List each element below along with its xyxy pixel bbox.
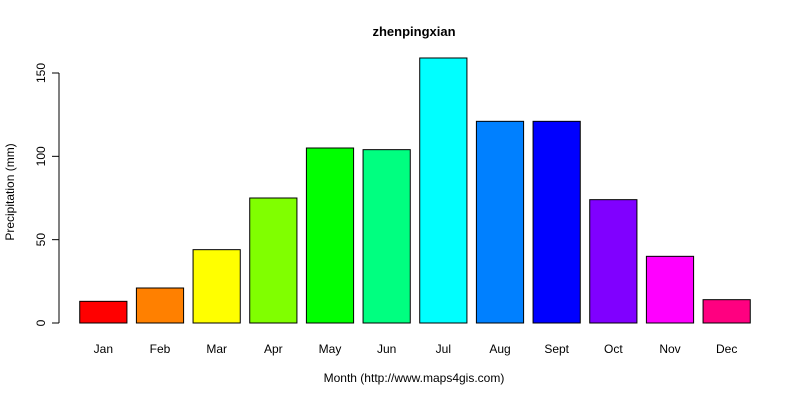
bar-aug xyxy=(475,120,525,324)
y-tick-label: 100 xyxy=(34,146,48,166)
x-tick-label: Jun xyxy=(377,342,396,356)
bars xyxy=(79,57,751,324)
bar-nov xyxy=(645,255,695,324)
x-tick-label: Oct xyxy=(604,342,623,356)
y-tick-label: 50 xyxy=(34,233,48,247)
x-tick-label: Jul xyxy=(436,342,451,356)
bar-jul xyxy=(419,57,468,324)
x-tick-label: Apr xyxy=(264,342,283,356)
x-tick-label: Feb xyxy=(150,342,171,356)
x-tick-labels: Jan Feb Mar Apr May Jun Jul Aug Sept Oct Nov Dec xyxy=(94,342,738,356)
bar-jan xyxy=(79,300,128,324)
x-tick-label: Nov xyxy=(659,342,680,356)
bar-may xyxy=(305,147,355,324)
x-tick-label: Mar xyxy=(206,342,227,356)
x-tick-label: Aug xyxy=(489,342,510,356)
chart-title: zhenpingxian xyxy=(372,24,455,39)
bar-oct xyxy=(589,199,638,324)
bar-mar xyxy=(192,249,241,324)
x-axis-label: Month (http://www.maps4gis.com) xyxy=(324,371,505,385)
x-tick-label: Sept xyxy=(544,342,569,356)
x-tick-label: Dec xyxy=(716,342,737,356)
bar-jun xyxy=(362,149,411,324)
y-axis: 0 50 100 150 xyxy=(34,63,60,326)
x-tick-label: Jan xyxy=(94,342,113,356)
y-tick-label: 0 xyxy=(34,319,48,326)
bar-dec xyxy=(702,299,751,324)
bar-apr xyxy=(249,197,298,324)
bar-sept xyxy=(532,120,581,324)
bar-feb xyxy=(135,287,185,324)
y-axis-label: Precipitation (mm) xyxy=(3,143,17,240)
x-tick-label: May xyxy=(319,342,342,356)
y-tick-label: 150 xyxy=(34,63,48,83)
